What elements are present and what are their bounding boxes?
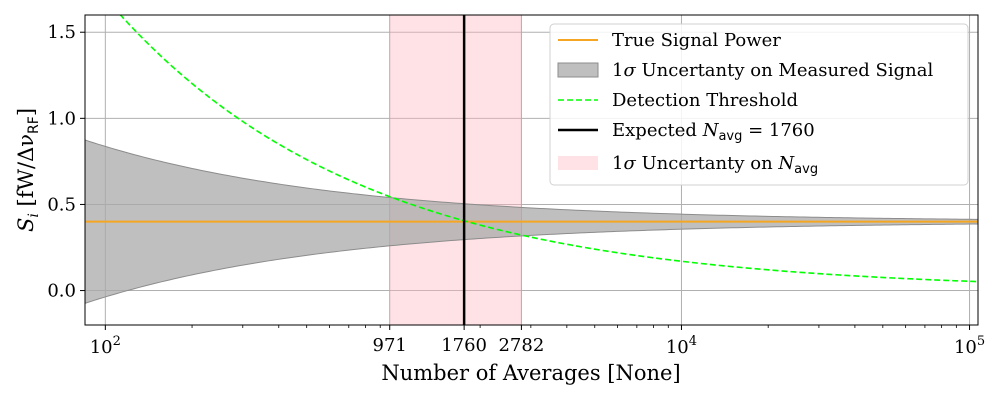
y-tick-label: 1.5 xyxy=(47,22,76,43)
y-axis-label-symbol: S xyxy=(14,218,38,232)
legend-expected-n-avg: Expected Navg = 1760 xyxy=(558,120,815,144)
x-tick-label: 104 xyxy=(666,334,697,358)
legend-label: True Signal Power xyxy=(612,30,781,51)
legend-measured-signal-uncertainty: 1σ Uncertanty on Measured Signal xyxy=(557,60,933,81)
y-axis-label-close: ] xyxy=(14,108,38,116)
legend: True Signal Power 1σ Uncertanty on Measur… xyxy=(549,23,969,186)
x-extra-tick-label: 971 xyxy=(373,335,407,356)
legend-label: 1σ Uncertanty on Navg xyxy=(612,153,818,177)
legend-box xyxy=(549,23,969,186)
legend-swatch-span xyxy=(558,156,598,170)
y-axis-label-units: [fW/Δν xyxy=(14,134,38,213)
legend-swatch-band xyxy=(557,62,599,78)
y-axis-label: Si [fW/ΔνRF] xyxy=(14,108,42,232)
x-tick-label: 105 xyxy=(954,334,985,358)
plot-data xyxy=(85,15,978,325)
legend-true-signal-power: True Signal Power xyxy=(558,30,781,51)
legend-label: Detection Threshold xyxy=(612,90,798,111)
x-extra-tick-label: 1760 xyxy=(441,335,487,356)
x-extra-tick-label: 2782 xyxy=(498,335,544,356)
legend-label: 1σ Uncertanty on Measured Signal xyxy=(612,60,933,81)
y-axis-label-units-subscript: RF xyxy=(26,116,42,134)
y-tick-label: 0.0 xyxy=(47,281,76,302)
detection-threshold-curve xyxy=(119,15,978,283)
y-tick-label: 1.0 xyxy=(47,108,76,129)
axes: 102 104 105 971 1760 2782 0.0 0.5 1.0 1.5 xyxy=(47,22,985,358)
x-axis-label: Number of Averages [None] xyxy=(381,361,680,385)
x-tick-label: 102 xyxy=(90,334,121,358)
uncertainty-n-avg-span xyxy=(389,15,522,325)
plot-frame xyxy=(84,14,979,326)
y-axis-label-subscript: i xyxy=(26,213,42,217)
y-tick-label: 0.5 xyxy=(47,194,76,215)
legend-detection-threshold: Detection Threshold xyxy=(558,90,798,111)
legend-n-avg-uncertainty: 1σ Uncertanty on Navg xyxy=(558,153,818,177)
legend-label: Expected Navg = 1760 xyxy=(612,120,815,144)
